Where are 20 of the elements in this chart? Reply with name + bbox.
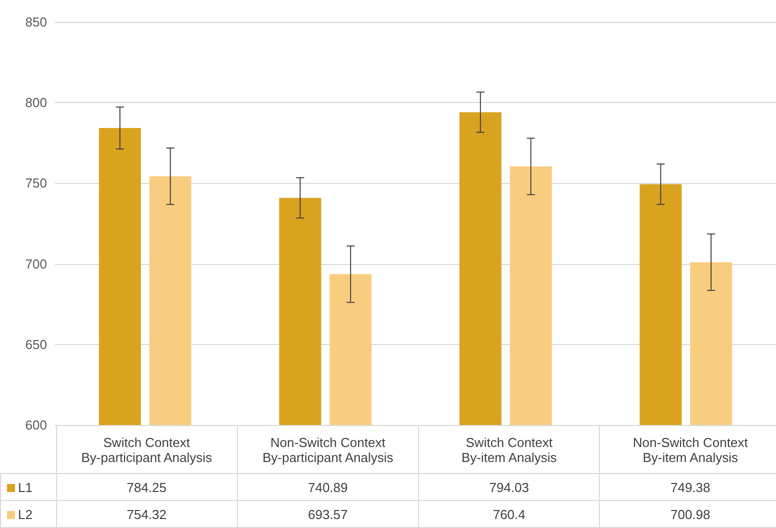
x-tick-label: Non-Switch Context By-item Analysis — [600, 426, 776, 474]
data-label: 740.89 — [237, 474, 418, 500]
y-tick-label: 650 — [25, 336, 47, 352]
x-tick-label: Switch Context By-participant Analysis — [56, 426, 238, 474]
data-label: 760.4 — [418, 500, 600, 528]
data-label: 754.32 — [56, 500, 238, 528]
y-tick-label: 700 — [25, 256, 47, 272]
legend-label: L1 — [0, 474, 56, 500]
data-label: 784.25 — [56, 474, 238, 500]
data-label: 700.98 — [600, 500, 776, 528]
legend-label: L2 — [0, 500, 56, 528]
y-tick-label: 800 — [25, 95, 47, 110]
y-tick-label: 750 — [25, 176, 47, 191]
y-tick-label: 850 — [25, 14, 47, 30]
x-tick-label: Non-Switch Context By-participant Analysis — [237, 426, 418, 474]
data-label: 749.38 — [600, 474, 776, 500]
y-tick-label: 600 — [25, 418, 47, 432]
data-label: 693.57 — [237, 500, 418, 528]
x-tick-label: Switch Context By-item Analysis — [418, 426, 600, 474]
data-label: 794.03 — [418, 474, 600, 500]
